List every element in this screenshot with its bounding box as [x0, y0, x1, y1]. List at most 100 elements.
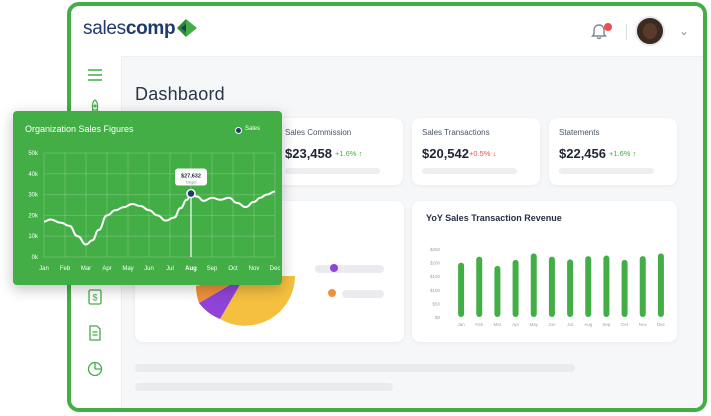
- x-tick-label: Sep: [207, 266, 218, 272]
- kpi-delta: +1.6% ↑: [609, 149, 637, 158]
- document-icon[interactable]: [86, 324, 104, 342]
- x-tick-label: Nov: [639, 322, 648, 327]
- legend-dot-purple: [330, 264, 338, 272]
- kpi-value: $23,458: [285, 146, 332, 161]
- brand-logo[interactable]: salescomp: [83, 18, 176, 40]
- y-tick-label: $250: [430, 247, 441, 252]
- kpi-placeholder-bar: [422, 168, 517, 174]
- x-tick-label: Sep: [602, 322, 611, 327]
- pie-chart-icon[interactable]: [86, 360, 104, 378]
- x-tick-label: Mar: [81, 266, 91, 272]
- series-line-sales: [43, 190, 276, 246]
- svg-text:$: $: [92, 293, 97, 303]
- tooltip-label: Target: [185, 180, 197, 185]
- x-tick-label: Apr: [512, 322, 520, 327]
- kpi-delta: +0.5% ↓: [469, 149, 497, 158]
- y-tick-label: 20k: [28, 213, 39, 219]
- x-tick-label: Dec: [270, 266, 281, 272]
- organization-sales-chart-card[interactable]: Organization Sales Figures Sales 0k 10k 20…: [13, 111, 282, 285]
- kpi-card-sales-commission[interactable]: Sales Commission $23,458 +1.6% ↑: [275, 118, 403, 185]
- user-avatar[interactable]: [635, 16, 665, 46]
- bar[interactable]: [548, 256, 555, 317]
- y-tick-label: 40k: [28, 172, 39, 178]
- bar[interactable]: [657, 253, 664, 317]
- chevron-down-icon[interactable]: ⌄: [678, 24, 689, 38]
- highlight-point[interactable]: [186, 188, 196, 199]
- arrow-up-icon: ↑: [632, 149, 637, 158]
- tooltip-box: [175, 168, 207, 186]
- kpi-card-statements[interactable]: Statements $22,456 +1.6% ↑: [549, 118, 677, 185]
- yoy-chart-title: YoY Sales Transaction Revenue: [426, 213, 562, 223]
- brand-name-part2: comp: [125, 18, 176, 39]
- sales-line-chart: 0k 10k 20k 30k 40k 50k Jan Feb Mar Apr May Jun Jul Au…: [28, 151, 281, 272]
- pie-slice-yellow: [220, 276, 295, 326]
- y-tick-label: 50k: [28, 151, 39, 157]
- brand-logo-icon: [177, 19, 197, 37]
- bar[interactable]: [476, 256, 483, 317]
- kpi-card-sales-transactions[interactable]: Sales Transactions $20,542 +0.5% ↓: [412, 118, 540, 185]
- kpi-value: $22,456: [559, 146, 606, 161]
- bar[interactable]: [494, 265, 501, 317]
- arrow-up-icon: ↑: [358, 149, 363, 158]
- y-tick-label: $50: [432, 301, 440, 306]
- skeleton-line: [135, 364, 575, 372]
- y-tick-label: $0: [435, 315, 441, 320]
- kpi-value: $20,542: [422, 146, 469, 161]
- y-tick-label: 30k: [28, 193, 39, 199]
- y-tick-label: 0k: [32, 255, 39, 261]
- y-tick-label: $200: [430, 261, 441, 266]
- bar[interactable]: [603, 255, 610, 317]
- bar[interactable]: [585, 256, 592, 317]
- bar[interactable]: [458, 262, 465, 317]
- kpi-label: Sales Transactions: [422, 128, 490, 137]
- legend-dot-orange: [328, 289, 336, 297]
- x-tick-label: Dec: [657, 322, 666, 327]
- x-tick-label: Jan: [39, 266, 49, 272]
- x-tick-label: Jun: [548, 322, 556, 327]
- top-bar: salescomp ⌄: [71, 6, 703, 57]
- kpi-placeholder-bar: [559, 168, 654, 174]
- bar[interactable]: [567, 259, 574, 317]
- x-tick-label: Oct: [228, 266, 238, 272]
- page-title: Dashbaord: [135, 84, 225, 104]
- avatar-face: [643, 23, 657, 39]
- legend-skeleton: [342, 290, 384, 298]
- x-tick-label: Jul: [166, 266, 174, 272]
- dollar-document-icon[interactable]: $: [86, 288, 104, 306]
- pie-slice-purple: [199, 276, 245, 319]
- x-tick-label: Feb: [475, 322, 483, 327]
- kpi-delta: +1.6% ↑: [335, 149, 363, 158]
- menu-hamburger-icon[interactable]: [86, 66, 104, 84]
- legend-skeleton: [342, 265, 384, 273]
- x-tick-label: Mar: [494, 322, 502, 327]
- legend-marker: [235, 127, 242, 134]
- x-tick-label: Oct: [621, 322, 629, 327]
- x-tick-label: Aug: [185, 266, 197, 272]
- y-tick-label: $100: [430, 288, 441, 293]
- x-tick-label: Jul: [567, 322, 573, 327]
- notifications-bell-icon[interactable]: [590, 23, 608, 41]
- bar[interactable]: [530, 253, 537, 317]
- arrow-down-icon: ↓: [492, 149, 497, 158]
- x-tick-label: Apr: [102, 266, 111, 272]
- bar[interactable]: [639, 256, 646, 317]
- x-tick-label: Nov: [249, 266, 260, 272]
- notification-badge: [604, 23, 612, 31]
- legend-label: Sales: [244, 126, 260, 132]
- y-tick-label: 10k: [28, 234, 39, 240]
- x-tick-label: Jun: [144, 266, 154, 272]
- x-tick-label: Jan: [457, 322, 465, 327]
- brand-name-part1: sales: [83, 18, 126, 39]
- yoy-bar-chart: $0 $50 $100 $150 $200 $250 Jan Feb Mar Apr May Jun J…: [430, 247, 666, 327]
- kpi-label: Statements: [559, 128, 600, 137]
- topbar-divider: [626, 24, 627, 40]
- x-tick-label: Feb: [60, 266, 71, 272]
- x-tick-label: May: [122, 266, 133, 272]
- yoy-revenue-card[interactable]: YoY Sales Transaction Revenue $0 $50 $100 $…: [412, 201, 677, 342]
- skeleton-line: [135, 383, 393, 391]
- bar[interactable]: [621, 259, 628, 317]
- tooltip-value: $27,632: [181, 174, 201, 180]
- x-tick-label: May: [529, 322, 538, 327]
- y-tick-label: $150: [430, 274, 441, 279]
- bar[interactable]: [512, 259, 519, 317]
